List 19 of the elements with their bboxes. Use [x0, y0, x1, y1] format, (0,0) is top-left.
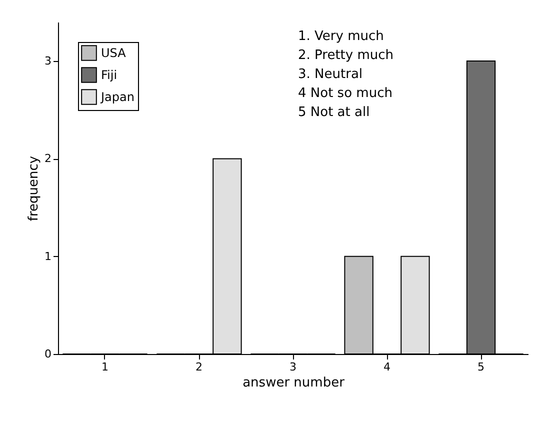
y-tick-label: 1 — [44, 250, 52, 263]
legend-label: USA — [101, 46, 127, 60]
x-tick-label: 1 — [102, 360, 108, 374]
annotation: 3. Neutral — [298, 67, 363, 82]
annotation: 1. Very much — [298, 29, 384, 44]
legend-label: Fiji — [101, 68, 118, 82]
y-tick-label: 2 — [44, 152, 52, 166]
x-axis-title: answer number — [242, 376, 346, 390]
y-tick-label: 3 — [44, 54, 52, 68]
annotation: 5 Not at all — [298, 105, 370, 120]
annotation: 2. Pretty much — [298, 48, 394, 63]
legend-label: Japan — [100, 90, 134, 104]
x-tick-label: 3 — [290, 360, 296, 374]
x-tick-label: 5 — [478, 360, 484, 374]
y-axis-title: frequency — [26, 156, 42, 222]
annotation: 4 Not so much — [298, 86, 392, 101]
x-tick-label: 2 — [196, 360, 202, 374]
y-tick-label: 0 — [44, 348, 52, 360]
x-tick-label: 4 — [384, 360, 390, 374]
